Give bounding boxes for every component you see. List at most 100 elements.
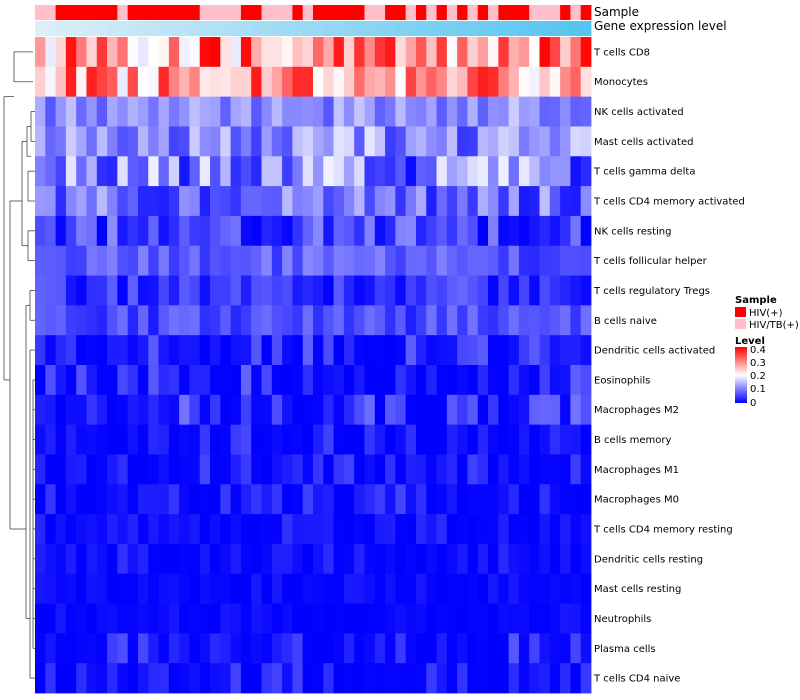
heatmap-cell xyxy=(467,186,479,217)
heatmap-cell xyxy=(261,424,273,455)
heatmap-cell xyxy=(436,543,448,575)
heatmap-cell xyxy=(498,484,510,515)
heatmap-cell xyxy=(405,275,417,306)
heatmap-cell xyxy=(199,633,211,664)
heatmap-cell xyxy=(518,66,530,98)
heatmap-cell xyxy=(220,514,232,545)
heatmap-cell xyxy=(560,305,571,336)
heatmap-cell xyxy=(179,335,190,366)
heatmap-cell xyxy=(395,335,407,366)
heatmap-cell xyxy=(343,394,355,426)
heatmap-cell xyxy=(323,186,334,217)
heatmap-cell xyxy=(436,156,448,187)
heatmap-cell xyxy=(580,663,592,694)
heatmap-cell xyxy=(292,603,304,634)
heatmap-cell xyxy=(65,37,77,68)
heatmap-cell xyxy=(518,335,530,366)
heatmap-cell xyxy=(570,543,582,575)
sample-annotation-cell xyxy=(498,5,510,20)
heatmap-cell xyxy=(189,663,201,694)
heatmap-cell xyxy=(508,424,520,455)
heatmap-cell xyxy=(35,96,46,127)
heatmap-cell xyxy=(282,335,293,366)
heatmap-cell xyxy=(415,424,427,455)
heatmap-cell xyxy=(426,37,437,68)
sample-annotation-cell xyxy=(168,5,180,20)
heatmap-cell xyxy=(55,305,67,336)
heatmap-cell xyxy=(168,663,180,694)
heatmap-cell xyxy=(426,394,437,426)
heatmap-cell xyxy=(518,365,530,396)
heatmap-cell xyxy=(292,424,304,455)
level-legend-tick: 0 xyxy=(750,398,756,409)
heatmap-cell xyxy=(364,245,376,276)
heatmap-cell xyxy=(282,215,293,247)
expression-annotation-cell xyxy=(385,21,396,36)
heatmap-cell xyxy=(65,633,77,664)
row-label: T cells CD8 xyxy=(593,47,650,58)
heatmap-cell xyxy=(446,186,458,217)
heatmap-cell xyxy=(529,96,540,127)
heatmap-cell xyxy=(240,66,252,98)
heatmap-cell xyxy=(343,335,355,366)
heatmap-cell xyxy=(539,543,551,575)
heatmap-cell xyxy=(199,573,211,604)
heatmap-cell xyxy=(210,126,221,157)
heatmap-cell xyxy=(65,275,77,306)
heatmap-cell xyxy=(488,186,499,217)
heatmap-cell xyxy=(96,663,108,694)
heatmap-cell xyxy=(76,573,87,604)
heatmap-cell xyxy=(55,275,67,306)
heatmap-cell xyxy=(498,663,510,694)
heatmap-cell xyxy=(199,454,211,485)
heatmap-cell xyxy=(251,96,262,127)
heatmap-cell xyxy=(230,335,242,366)
heatmap-cell xyxy=(446,335,458,366)
heatmap-cell xyxy=(488,633,499,664)
heatmap-cell xyxy=(251,215,262,247)
heatmap-cell xyxy=(148,305,159,336)
heatmap-cell xyxy=(179,186,190,217)
heatmap-cell xyxy=(426,573,437,604)
heatmap-cell xyxy=(158,186,170,217)
heatmap-cell xyxy=(467,424,479,455)
row-label: Neutrophils xyxy=(594,614,651,625)
heatmap-cell xyxy=(323,126,334,157)
heatmap-cell xyxy=(45,305,56,336)
heatmap-cell xyxy=(549,305,561,336)
heatmap-cell xyxy=(45,543,56,575)
heatmap-cell xyxy=(76,245,87,276)
expression-annotation-cell xyxy=(364,21,376,36)
heatmap-cell xyxy=(395,663,407,694)
heatmap-cell xyxy=(240,335,252,366)
heatmap-cell xyxy=(560,365,571,396)
heatmap-cell xyxy=(96,275,108,306)
heatmap-cell xyxy=(508,543,520,575)
heatmap-cell xyxy=(313,215,324,247)
heatmap-cell xyxy=(580,66,592,98)
heatmap-cell xyxy=(271,215,283,247)
heatmap-cell xyxy=(529,126,540,157)
heatmap-cell xyxy=(488,543,499,575)
heatmap-cell xyxy=(549,365,561,396)
heatmap-cell xyxy=(343,96,355,127)
heatmap-cell xyxy=(539,424,551,455)
heatmap-cell xyxy=(179,424,190,455)
heatmap-cell xyxy=(333,424,345,455)
heatmap-cell xyxy=(343,305,355,336)
heatmap-cell xyxy=(560,484,571,515)
sample-annotation-cell xyxy=(251,5,262,20)
heatmap-cell xyxy=(395,424,407,455)
sample-annotation-cell xyxy=(560,5,571,20)
heatmap-cell xyxy=(127,186,139,217)
heatmap-cell xyxy=(385,514,396,545)
heatmap-cell xyxy=(199,394,211,426)
heatmap-cell xyxy=(168,454,180,485)
heatmap-cell xyxy=(127,573,139,604)
heatmap-cell xyxy=(549,633,561,664)
sample-annotation-cell xyxy=(580,5,592,20)
heatmap-cell xyxy=(210,663,221,694)
heatmap-cell xyxy=(426,514,437,545)
heatmap-cell xyxy=(65,394,77,426)
heatmap-cell xyxy=(45,186,56,217)
